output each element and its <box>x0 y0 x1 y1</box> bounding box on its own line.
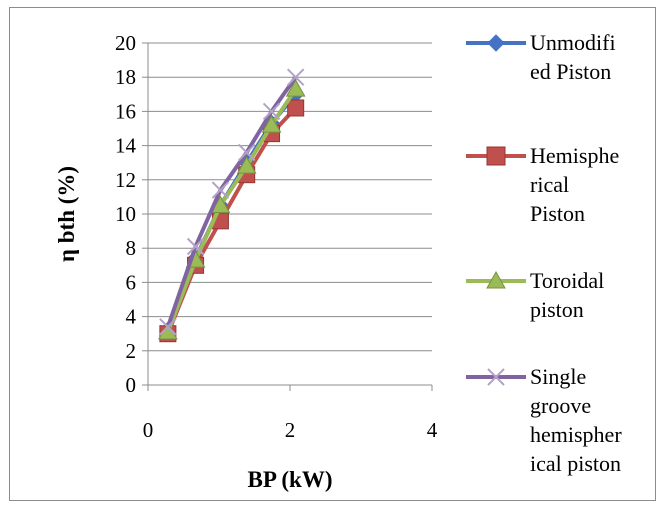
chart-frame <box>9 7 656 501</box>
legend-entry-2: Hemisphe rical Piston <box>466 143 619 226</box>
series-4 <box>159 68 305 336</box>
x-tick-labels: 0 2 4 <box>143 418 438 442</box>
legend-entry-1: Unmodifi ed Piston <box>466 30 616 84</box>
y-tick-label: 4 <box>126 305 137 329</box>
data-point-x <box>186 237 205 256</box>
legend-entry-3: Toroidal piston <box>466 268 604 322</box>
data-point-triangle <box>236 156 257 174</box>
data-point-triangle <box>261 115 282 133</box>
series-group <box>158 68 306 343</box>
y-tick-label: 6 <box>126 270 137 294</box>
data-point-x-stroke <box>487 368 505 386</box>
data-point-x-stroke <box>211 181 230 199</box>
y-axis-title: η bth (%) <box>54 166 79 262</box>
legend-label: Unmodifi <box>530 30 616 55</box>
data-point-triangle <box>486 270 506 289</box>
data-point-x <box>237 143 256 162</box>
series-2 <box>159 99 305 343</box>
data-point-x-stroke <box>262 102 281 121</box>
y-tick-label: 20 <box>115 31 136 55</box>
data-point-x <box>211 181 230 199</box>
y-tick-label: 16 <box>115 99 136 123</box>
legend-label: ed Piston <box>530 59 611 84</box>
y-tick-label: 10 <box>115 202 136 226</box>
legend-label: rical <box>530 172 569 197</box>
data-point-x <box>262 102 281 121</box>
legend-label: groove <box>530 393 591 418</box>
y-tick-label: 18 <box>115 65 136 89</box>
y-tick-label: 14 <box>115 134 137 158</box>
legend-label: hemispher <box>530 422 622 447</box>
data-point-x <box>159 318 177 336</box>
legend-label: Single <box>530 364 586 389</box>
series-line <box>165 76 298 328</box>
data-point-diamond <box>487 34 505 52</box>
legend-label: Piston <box>530 201 585 226</box>
data-point-square <box>486 146 506 166</box>
data-point-x <box>286 68 305 86</box>
y-tick-labels: 0 2 4 6 8 10 12 14 16 18 20 <box>115 31 137 397</box>
legend-label: Toroidal <box>530 268 604 293</box>
legend-label: ical piston <box>530 451 621 476</box>
y-tick-label: 0 <box>126 373 137 397</box>
y-tick-label: 8 <box>126 236 137 260</box>
series-line <box>166 88 298 333</box>
data-point-x-stroke <box>286 68 305 86</box>
x-tick-label: 0 <box>143 418 154 442</box>
gridlines <box>148 42 432 352</box>
legend-label: piston <box>530 297 584 322</box>
axes <box>142 42 433 391</box>
x-tick-label: 2 <box>285 418 296 442</box>
data-point-x-stroke <box>159 318 177 336</box>
x-axis-title: BP (kW) <box>248 467 333 492</box>
legend-label: Hemisphe <box>530 143 619 168</box>
x-tick-label: 4 <box>427 418 438 442</box>
data-point-triangle <box>285 79 306 97</box>
data-point-x-stroke <box>186 237 205 256</box>
y-tick-label: 2 <box>126 339 137 363</box>
legend-entry-4: Single groove hemispher ical piston <box>466 364 622 476</box>
data-point-x <box>487 368 505 386</box>
legend: Unmodifi ed Piston Hemisphe rical Piston Toro… <box>466 30 622 476</box>
data-point-square <box>287 99 305 117</box>
y-tick-label: 12 <box>115 168 136 192</box>
data-point-x-stroke <box>237 143 256 162</box>
